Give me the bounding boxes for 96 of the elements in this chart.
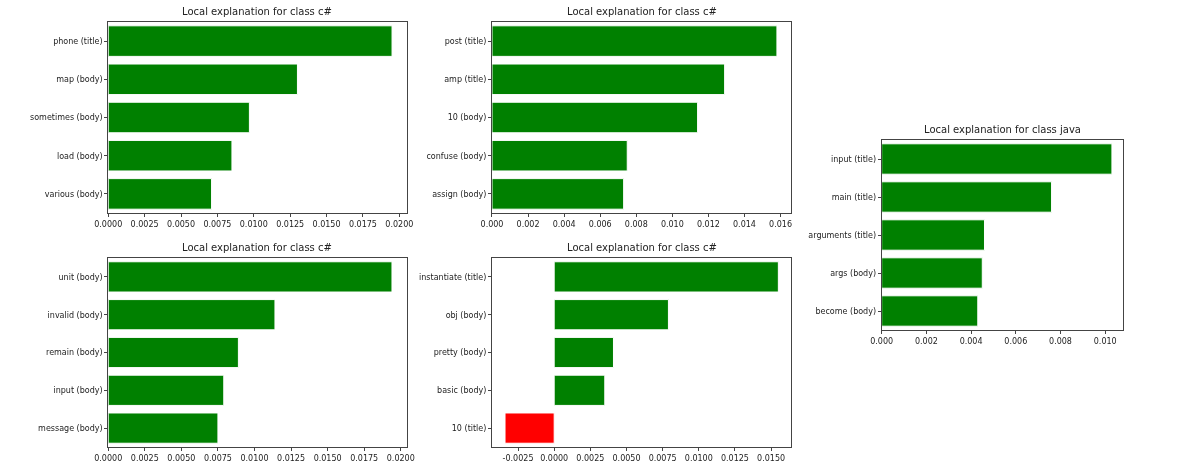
bar — [108, 374, 225, 406]
x-tick-label: 0.0000 — [94, 453, 123, 463]
y-tick-label: phone (title) — [53, 36, 103, 46]
bar — [504, 412, 555, 444]
bar — [108, 25, 393, 57]
bar — [492, 139, 628, 172]
y-tick-label: input (title) — [831, 154, 877, 164]
y-tick-label: confuse (body) — [426, 151, 487, 161]
bar — [492, 178, 625, 210]
bar — [881, 181, 1053, 213]
x-tick-label: 0.0050 — [167, 219, 196, 229]
y-tick-label: invalid (body) — [47, 310, 103, 320]
y-tick-label: unit (body) — [58, 272, 103, 282]
bar — [108, 299, 276, 331]
x-tick-label: 0.0050 — [612, 453, 641, 463]
x-tick-label: 0.016 — [769, 219, 792, 229]
x-tick-label: 0.000 — [480, 219, 504, 229]
x-tick-label: 0.0100 — [239, 219, 268, 229]
x-tick-label: 0.0125 — [720, 453, 749, 463]
bar — [553, 336, 614, 369]
x-tick-label: 0.0025 — [130, 219, 159, 229]
x-tick-label: 0.008 — [624, 219, 648, 229]
y-tick-label: basic (body) — [437, 386, 487, 396]
x-tick-label: 0.0200 — [385, 219, 414, 229]
bar — [492, 101, 699, 134]
x-tick-label: 0.000 — [870, 336, 894, 346]
x-tick-label: 0.0150 — [312, 219, 341, 229]
y-tick-label: remain (body) — [46, 348, 103, 358]
x-tick-label: 0.002 — [914, 336, 938, 346]
x-tick-label: 0.010 — [660, 219, 684, 229]
x-tick-label: 0.0100 — [684, 453, 713, 463]
bar — [881, 143, 1113, 175]
chart-title: Local explanation for class java — [924, 124, 1081, 135]
x-tick-label: 0.0200 — [386, 453, 415, 463]
bar — [108, 412, 219, 444]
x-tick-label: 0.0075 — [648, 453, 677, 463]
x-tick-label: 0.0000 — [94, 219, 123, 229]
x-tick-label: 0.0175 — [350, 453, 379, 463]
y-tick-label: args (body) — [830, 268, 877, 278]
bar — [881, 219, 985, 251]
x-tick-label: 0.010 — [1093, 336, 1117, 346]
x-tick-label: 0.0075 — [203, 453, 232, 463]
x-tick-label: 0.006 — [1004, 336, 1028, 346]
y-tick-label: various (body) — [44, 189, 103, 199]
bar — [553, 374, 606, 406]
x-tick-label: 0.0125 — [276, 219, 305, 229]
y-tick-label: main (title) — [831, 192, 877, 202]
chart-title: Local explanation for class c# — [182, 6, 332, 17]
x-tick-label: 0.0100 — [240, 453, 269, 463]
x-tick-label: 0.0150 — [313, 453, 342, 463]
bar — [553, 261, 779, 293]
x-tick-label: 0.0125 — [277, 453, 306, 463]
y-tick-label: post (title) — [444, 36, 487, 46]
bar — [108, 63, 298, 96]
y-tick-label: message (body) — [38, 423, 103, 433]
chart-title: Local explanation for class c# — [182, 242, 332, 253]
bar — [881, 295, 979, 327]
y-tick-label: assign (body) — [432, 189, 487, 199]
y-tick-label: map (body) — [56, 75, 103, 85]
x-tick-label: 0.0050 — [167, 453, 196, 463]
y-tick-label: 10 (title) — [451, 423, 487, 433]
x-tick-label: 0.002 — [516, 219, 540, 229]
y-tick-label: input (body) — [53, 386, 103, 396]
y-tick-label: pretty (body) — [433, 348, 487, 358]
x-tick-label: 0.0025 — [130, 453, 159, 463]
y-tick-label: amp (title) — [444, 75, 487, 85]
x-tick-label: 0.004 — [959, 336, 983, 346]
x-tick-label: 0.0150 — [757, 453, 786, 463]
bar — [553, 299, 669, 331]
x-tick-label: 0.0000 — [540, 453, 569, 463]
y-tick-label: arguments (title) — [808, 230, 877, 240]
x-tick-label: 0.014 — [733, 219, 756, 229]
x-tick-label: 0.0025 — [576, 453, 605, 463]
chart-title: Local explanation for class c# — [567, 6, 717, 17]
x-tick-label: 0.008 — [1049, 336, 1072, 346]
bar — [108, 261, 393, 293]
x-tick-label: 0.0075 — [203, 219, 232, 229]
bar — [492, 25, 778, 57]
y-tick-label: sometimes (body) — [30, 113, 103, 123]
chart-title: Local explanation for class c# — [567, 242, 717, 253]
bar — [492, 63, 726, 96]
bar — [108, 101, 250, 134]
y-tick-label: become (body) — [815, 306, 877, 316]
y-tick-label: load (body) — [56, 151, 103, 161]
bar — [881, 257, 983, 289]
x-tick-label: 0.0175 — [348, 219, 377, 229]
y-tick-label: 10 (body) — [447, 113, 487, 123]
bar — [108, 336, 239, 369]
bar — [108, 178, 213, 210]
y-tick-label: instantiate (title) — [419, 272, 487, 282]
x-tick-label: 0.006 — [588, 219, 612, 229]
bar — [108, 139, 233, 172]
x-tick-label: 0.012 — [696, 219, 720, 229]
x-tick-label: 0.004 — [552, 219, 576, 229]
x-tick-label: -0.0025 — [502, 453, 534, 463]
y-tick-label: obj (body) — [445, 310, 487, 320]
